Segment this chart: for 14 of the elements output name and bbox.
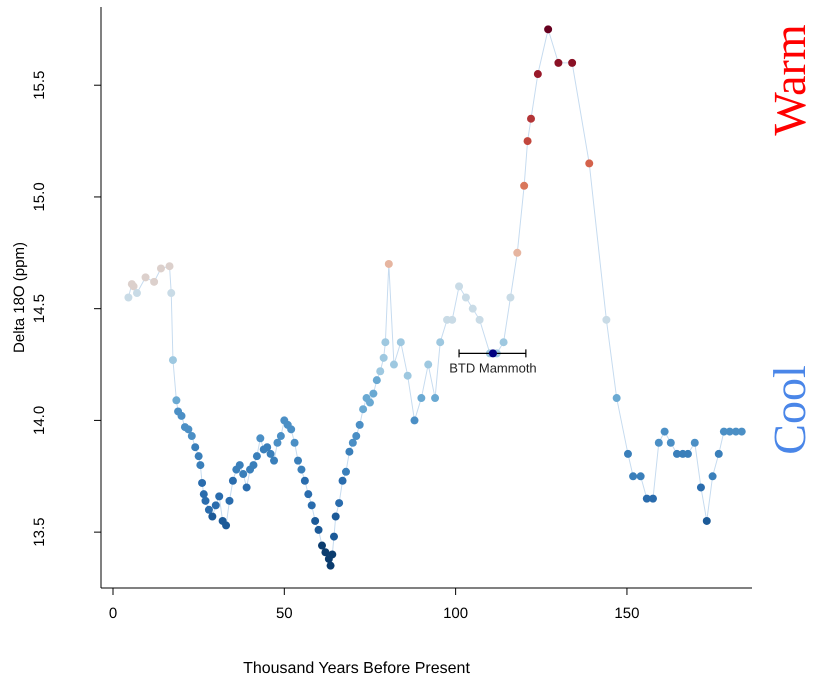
x-tick-label: 50 <box>276 605 293 622</box>
x-tick-label: 100 <box>443 605 468 622</box>
y-tick-label: 13.5 <box>31 518 48 547</box>
x-tick-label: 150 <box>614 605 640 622</box>
y-tick-label: 14.0 <box>31 406 48 436</box>
y-tick-label: 15.0 <box>31 182 48 212</box>
x-axis-title: Thousand Years Before Present <box>243 660 470 677</box>
x-tick-label: 0 <box>108 605 118 622</box>
y-axis-title: Delta 18O (ppm) <box>11 242 28 353</box>
y-tick-label: 15.5 <box>31 70 48 100</box>
text: Warm <box>764 24 814 136</box>
text: Cool <box>764 365 814 455</box>
y-tick-label: 14.5 <box>31 294 48 324</box>
annotation: BTD Mammoth <box>449 360 537 376</box>
